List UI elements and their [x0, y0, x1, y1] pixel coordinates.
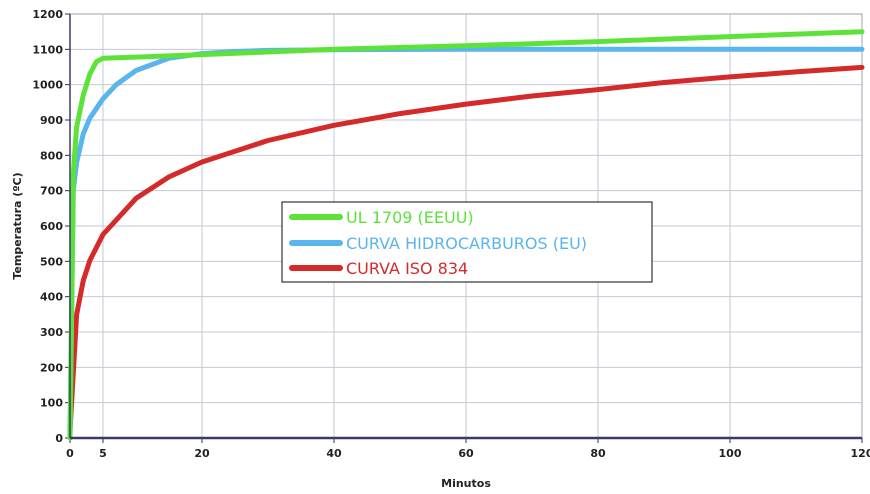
y-tick-label: 1000	[32, 79, 63, 92]
series-group	[67, 29, 865, 441]
y-tick-label: 1200	[32, 8, 63, 21]
x-tick-label: 100	[719, 447, 742, 460]
y-tick-label: 400	[40, 291, 63, 304]
x-tick-label: 40	[326, 447, 342, 460]
series-line-iso834	[67, 64, 865, 434]
x-tick-label: 20	[194, 447, 210, 460]
x-tick-label: 80	[590, 447, 606, 460]
y-tick-label: 800	[40, 149, 63, 162]
y-tick-label: 500	[40, 255, 63, 268]
y-tick-label: 200	[40, 361, 63, 374]
y-tick-label: 900	[40, 114, 63, 127]
y-axis-title: Temperatura (ºC)	[11, 172, 24, 279]
y-tick-label: 700	[40, 185, 63, 198]
x-tick-label: 5	[99, 447, 107, 460]
series-line-ul1709	[67, 29, 865, 441]
legend: UL 1709 (EEUU) CURVA HIDROCARBUROS (EU) …	[281, 201, 653, 283]
grid	[70, 14, 862, 438]
x-axis-title: Minutos	[441, 477, 491, 490]
y-tick-label: 0	[55, 432, 63, 445]
legend-label-hidrocarburos: CURVA HIDROCARBUROS (EU)	[346, 234, 587, 253]
x-tick-label: 120	[851, 447, 870, 460]
x-axis-ticks: 0 5 20 40 60 80 100 120	[66, 438, 870, 460]
x-tick-label: 60	[458, 447, 474, 460]
y-tick-label: 100	[40, 397, 63, 410]
x-tick-label: 0	[66, 447, 74, 460]
y-axis-ticks: 0 100 200 300 400 500 600 700 800 900 1000 1100 1200	[32, 8, 70, 445]
y-tick-label: 1100	[32, 43, 63, 56]
legend-label-iso834: CURVA ISO 834	[346, 259, 468, 278]
y-tick-label: 600	[40, 220, 63, 233]
legend-label-ul1709: UL 1709 (EEUU)	[346, 208, 474, 227]
legend-box	[281, 201, 653, 283]
y-tick-label: 300	[40, 326, 63, 339]
